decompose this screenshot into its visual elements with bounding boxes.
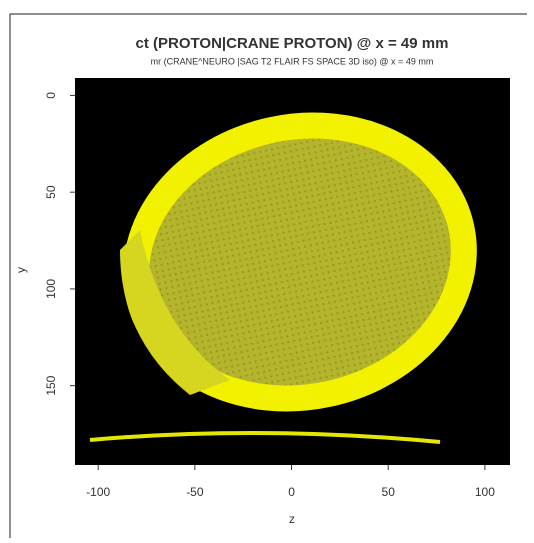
y-axis-label: y — [14, 267, 28, 273]
y-tick-label: 50 — [44, 185, 58, 199]
chart: ct (PROTON|CRANE PROTON) @ x = 49 mm mr … — [0, 0, 534, 538]
page: {"chart_data": {"type": "image", "title"… — [0, 0, 534, 538]
y-tick-label: 100 — [44, 279, 58, 299]
x-tick-label: 0 — [288, 485, 295, 499]
x-tick-label: 100 — [475, 485, 495, 499]
y-tick-label: 150 — [44, 375, 58, 395]
x-tick-label: 50 — [382, 485, 396, 499]
x-axis-label: z — [289, 512, 295, 526]
x-tick-label: -100 — [86, 485, 110, 499]
image — [75, 78, 510, 465]
chart-subtitle: mr (CRANE^NEURO |SAG T2 FLAIR FS SPACE 3… — [151, 56, 434, 66]
chart-title: ct (PROTON|CRANE PROTON) @ x = 49 mm — [136, 35, 449, 52]
x-tick-label: -50 — [186, 485, 204, 499]
y-tick-label: 0 — [44, 92, 58, 99]
